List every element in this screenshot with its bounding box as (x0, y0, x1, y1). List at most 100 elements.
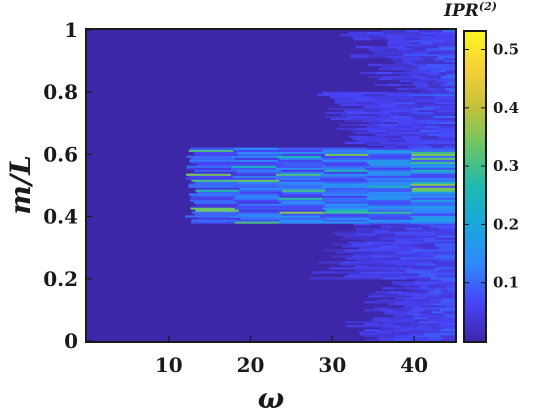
heatmap-cell (435, 103, 456, 107)
heatmap-cell (424, 315, 435, 318)
heatmap-cell (407, 247, 424, 250)
heatmap-cell (404, 77, 418, 81)
heatmap-cell (414, 297, 426, 300)
heatmap-cell (372, 117, 394, 121)
heatmap-cell (441, 279, 450, 282)
heatmap-cell (392, 71, 409, 75)
heatmap-cell (403, 137, 422, 140)
colorbar-tick-label: 0.3 (493, 157, 519, 175)
heatmap-cell (276, 155, 322, 158)
heatmap-cell (436, 325, 456, 328)
heatmap-cell (417, 65, 431, 69)
heatmap-cell (402, 299, 417, 302)
heatmap-cell (420, 41, 433, 45)
heatmap-cell (384, 311, 397, 314)
heatmap-cell (412, 163, 456, 166)
heatmap-cell (375, 233, 397, 236)
heatmap-cell (360, 237, 381, 240)
heatmap-cell (435, 85, 443, 89)
heatmap-cell (419, 81, 427, 85)
heatmap-cell (280, 169, 326, 172)
heatmap-cell (400, 325, 420, 328)
heatmap-cell (434, 57, 446, 61)
heatmap-cell (416, 85, 424, 89)
heatmap-cell (396, 63, 412, 67)
heatmap-cell (375, 247, 392, 250)
heatmap-cell (436, 321, 456, 324)
heatmap-cell (413, 319, 429, 322)
heatmap-cell (277, 183, 323, 186)
heatmap-cell (388, 45, 406, 49)
heatmap-cell (414, 61, 426, 65)
heatmap-cell (358, 263, 379, 266)
heatmap-cell (410, 91, 434, 95)
heatmap-cell (442, 67, 456, 71)
heatmap-cell (240, 163, 284, 166)
heatmap-cell (231, 165, 277, 168)
heatmap-cell (401, 241, 421, 244)
heatmap-cell (423, 283, 435, 286)
heatmap-cell (427, 289, 436, 292)
x-tick-label: 40 (400, 353, 428, 377)
heatmap-cell (434, 243, 456, 246)
heatmap-cell (358, 331, 376, 334)
heatmap-cell (367, 201, 413, 204)
y-ticks: 0 0.2 0.4 0.6 0.8 1 (43, 18, 92, 353)
heatmap-cell (416, 123, 437, 126)
heatmap-cell (434, 101, 456, 105)
heatmap-cell (367, 157, 412, 160)
heatmap-cell (438, 227, 456, 230)
heatmap-cell (395, 251, 416, 254)
x-tick-label: 10 (155, 353, 183, 377)
heatmap-cell (430, 30, 444, 33)
heatmap-cell (410, 303, 423, 306)
heatmap-cell (366, 159, 412, 162)
heatmap-cell (190, 207, 236, 210)
heatmap-cell (317, 93, 341, 97)
heatmap-cell (409, 335, 426, 338)
heatmap-cell (378, 67, 392, 71)
heatmap-cell (428, 73, 438, 77)
heatmap-cell (382, 277, 408, 280)
heatmap-cell (375, 251, 397, 254)
heatmap-cell (413, 243, 436, 246)
heatmap-cell (434, 289, 442, 292)
heatmap-cell (320, 155, 367, 158)
heatmap-cell (369, 137, 388, 140)
heatmap-cell (390, 331, 408, 334)
heatmap-cell (444, 283, 456, 286)
heatmap-cell (407, 333, 424, 336)
heatmap-cell (404, 265, 423, 268)
heatmap-cell (437, 137, 456, 140)
heatmap-cell (325, 203, 370, 206)
heatmap-cell (357, 259, 375, 262)
heatmap-cell (277, 149, 323, 152)
heatmap-cell (410, 159, 456, 162)
heatmap-cell (366, 199, 412, 202)
heatmap-cell (385, 55, 404, 59)
heatmap-cell (427, 79, 438, 83)
heatmap-cell (410, 199, 456, 202)
heatmap-cell (386, 41, 399, 45)
heatmap-cell (239, 187, 284, 190)
heatmap-cell (428, 279, 436, 282)
heatmap-cell (440, 125, 456, 128)
heatmap-cell (365, 165, 411, 168)
heatmap-cell (437, 73, 447, 77)
heatmap-cell (368, 55, 387, 59)
heatmap-cell (389, 259, 407, 262)
heatmap-cell (374, 307, 389, 310)
heatmap-cell (436, 275, 456, 278)
heatmap-cell (410, 285, 421, 288)
heatmap-cell (367, 151, 413, 154)
heatmap-cell (445, 79, 456, 83)
heatmap-cell (421, 131, 439, 134)
heatmap-cell (375, 291, 390, 294)
heatmap-cell (441, 307, 456, 310)
heatmap-cell (368, 115, 391, 119)
heatmap-cell (368, 209, 413, 212)
heatmap-cell (372, 269, 390, 272)
heatmap-cell (370, 253, 389, 256)
heatmap-cell (386, 317, 401, 320)
heatmap-cell (387, 51, 402, 55)
